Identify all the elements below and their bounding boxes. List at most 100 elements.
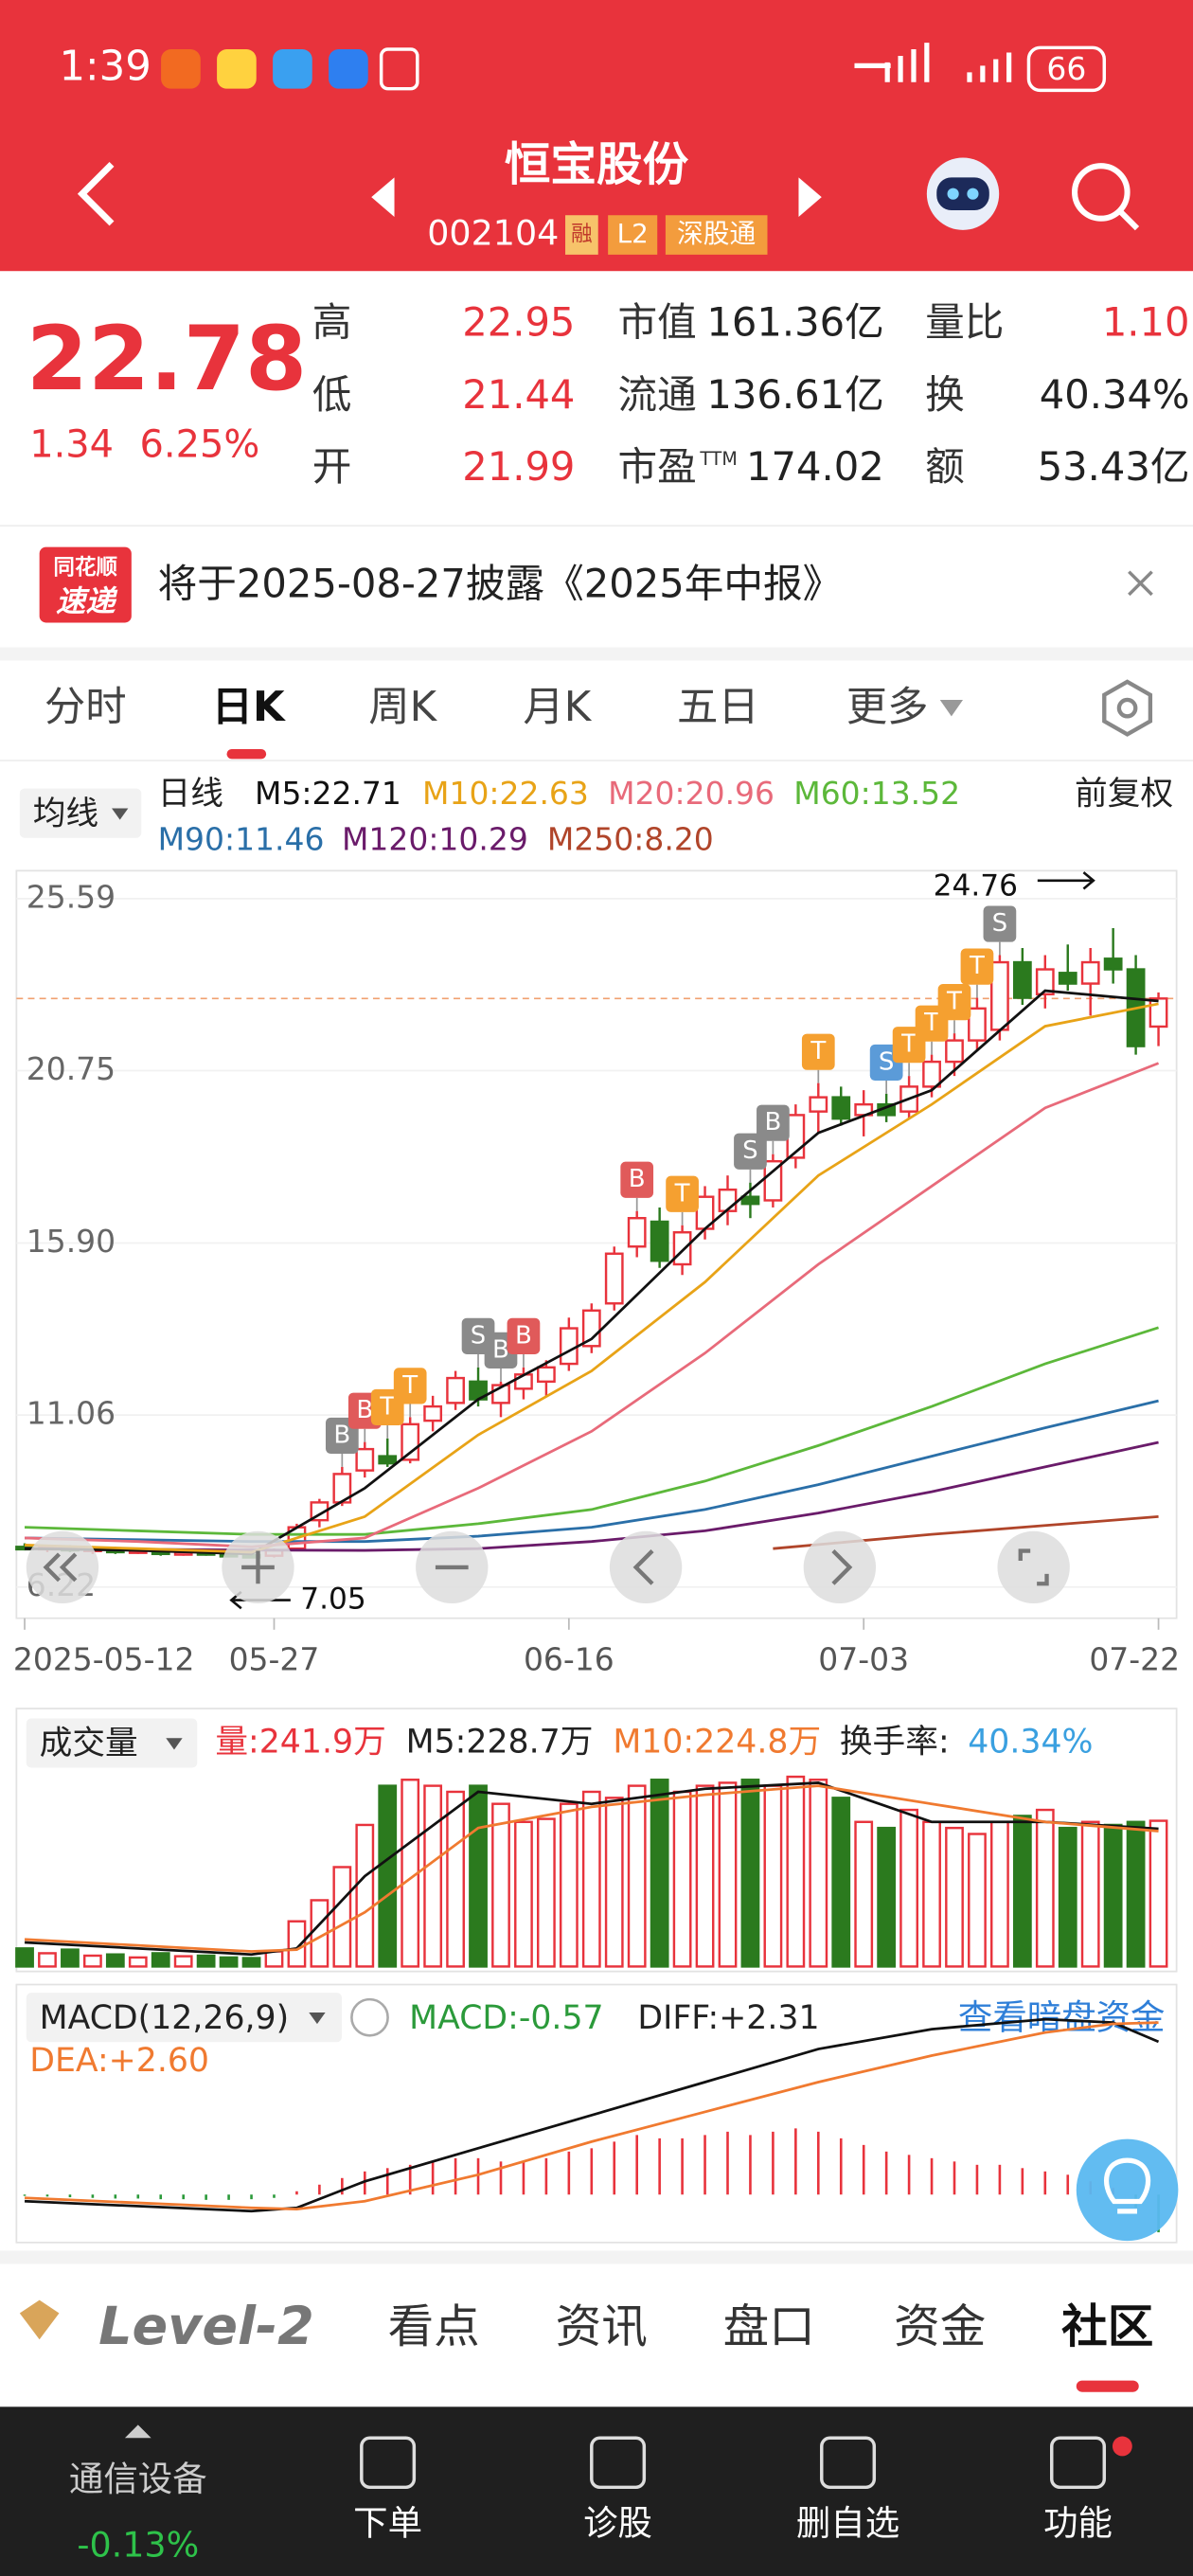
assistant-button[interactable] bbox=[926, 157, 1000, 230]
change-pct: 6.25% bbox=[140, 422, 260, 466]
volume-bar bbox=[128, 1956, 148, 1968]
notification-dot bbox=[1112, 2436, 1132, 2457]
turnover-label: 换手率: bbox=[840, 1724, 950, 1762]
volume-bar bbox=[899, 1808, 918, 1968]
badge-bg bbox=[565, 215, 598, 255]
turnover-value: 40.34% bbox=[968, 1724, 1093, 1762]
volume-bar bbox=[469, 1784, 488, 1968]
dropdown-arrow bbox=[309, 2012, 326, 2025]
chart-frame bbox=[15, 869, 1178, 1619]
fullscreen[interactable] bbox=[997, 1530, 1070, 1604]
ma-legend-item: M90:11.46 bbox=[158, 821, 325, 858]
nav-label[interactable]: 功能 bbox=[1043, 2503, 1113, 2544]
volume-bar bbox=[241, 1957, 261, 1968]
volume-button-text[interactable]: 成交量 bbox=[40, 1725, 138, 1762]
badge: 融 bbox=[571, 223, 593, 247]
ma-legend-item: M20:20.96 bbox=[608, 775, 775, 812]
ma-legend-item: M250:8.20 bbox=[547, 821, 714, 858]
prev-stock[interactable] bbox=[371, 177, 395, 217]
tips-button[interactable] bbox=[1076, 2138, 1179, 2242]
candle-body bbox=[990, 960, 1009, 1031]
nav-icon bbox=[590, 2436, 647, 2490]
signal-label: S bbox=[471, 1321, 487, 1350]
signal-label: B bbox=[629, 1165, 646, 1193]
signal-badge bbox=[937, 984, 971, 1021]
signal-badge bbox=[393, 1368, 427, 1404]
macd-line bbox=[24, 2021, 1159, 2211]
volume-bar bbox=[559, 1802, 579, 1968]
period-tab[interactable]: 月K bbox=[523, 684, 592, 731]
bottom-tab[interactable]: 资金 bbox=[894, 2300, 986, 2353]
macd-button[interactable] bbox=[26, 1993, 342, 2043]
notice-close[interactable] bbox=[1128, 570, 1153, 597]
ma-button[interactable] bbox=[19, 788, 142, 838]
volume-bar bbox=[82, 1954, 102, 1968]
volume-bar bbox=[1058, 1826, 1077, 1968]
help-icon[interactable] bbox=[350, 1997, 389, 2037]
adjust-mode[interactable]: 前复权 bbox=[1075, 776, 1173, 814]
signal-label: T bbox=[401, 1371, 418, 1400]
nav-label[interactable]: 删自选 bbox=[796, 2503, 899, 2544]
nav-label[interactable]: 诊股 bbox=[583, 2503, 652, 2544]
back-button[interactable] bbox=[77, 162, 115, 226]
volume-bar bbox=[1080, 1820, 1100, 1968]
period-tab[interactable]: 日K bbox=[212, 684, 286, 731]
y-tick-label: 25.59 bbox=[27, 878, 116, 915]
period-tab[interactable]: 周K bbox=[368, 684, 437, 731]
bottom-tab[interactable]: 社区 bbox=[1061, 2300, 1153, 2353]
volume-bar bbox=[514, 1820, 533, 1968]
volume-frame bbox=[15, 1708, 1178, 1973]
ma-legend-item: M60:13.52 bbox=[793, 775, 960, 812]
next-stock[interactable] bbox=[798, 177, 822, 217]
ma-line bbox=[25, 1399, 1159, 1544]
signal-badge bbox=[666, 1175, 699, 1212]
candle-body bbox=[968, 1007, 987, 1042]
candle-body bbox=[1058, 972, 1077, 985]
badge-bg bbox=[665, 215, 768, 255]
x-tick-label: 07-03 bbox=[818, 1640, 909, 1677]
settings-button[interactable] bbox=[1102, 679, 1153, 737]
battery-level: 66 bbox=[1046, 50, 1086, 87]
sector-change: -0.13% bbox=[77, 2524, 199, 2565]
signal-label: B bbox=[333, 1421, 350, 1449]
candle-body bbox=[401, 1422, 420, 1461]
period-tab[interactable]: 五日 bbox=[677, 684, 759, 731]
ma-button-text[interactable]: 均线 bbox=[33, 795, 98, 832]
nav-label[interactable]: 下单 bbox=[353, 2503, 422, 2544]
candle-body bbox=[355, 1447, 375, 1472]
bottom-tab[interactable]: Level-2 bbox=[98, 2296, 314, 2357]
ma-line bbox=[25, 1440, 1159, 1552]
macd-title[interactable]: MACD(12,26,9) bbox=[40, 1999, 290, 2037]
candle-body bbox=[945, 1039, 964, 1064]
volume-bar bbox=[1148, 1819, 1168, 1968]
volume-bar bbox=[332, 1866, 352, 1968]
bottom-tab[interactable]: 看点 bbox=[388, 2300, 480, 2353]
period-tab[interactable]: 分时 bbox=[45, 684, 127, 731]
sector-name[interactable]: 通信设备 bbox=[69, 2459, 207, 2499]
bottom-tab[interactable]: 资讯 bbox=[556, 2300, 648, 2353]
notice-text[interactable]: 将于2025-08-27披露《2025年中报》 bbox=[158, 560, 843, 606]
volume-bar bbox=[423, 1784, 443, 1968]
signal-label: B bbox=[492, 1335, 509, 1364]
scroll-left[interactable] bbox=[609, 1530, 683, 1604]
y-tick-label: 20.75 bbox=[27, 1050, 116, 1087]
signal-label: B bbox=[764, 1108, 781, 1136]
bottom-tab[interactable]: 盘口 bbox=[723, 2300, 815, 2353]
candle-body bbox=[423, 1404, 443, 1422]
badge: 深股通 bbox=[677, 218, 756, 249]
badge-bg bbox=[608, 215, 658, 255]
scroll-right[interactable] bbox=[803, 1530, 877, 1604]
volume-m5: M5:228.7万 bbox=[406, 1724, 594, 1762]
period-tab[interactable]: 更多 bbox=[846, 684, 929, 731]
field-value: 40.34% bbox=[1040, 371, 1190, 418]
dropdown-arrow bbox=[112, 808, 129, 820]
volume-button[interactable] bbox=[26, 1718, 198, 1768]
field-value: 53.43亿 bbox=[1038, 443, 1190, 490]
volume-bar bbox=[968, 1833, 987, 1968]
search-button[interactable] bbox=[1072, 163, 1140, 231]
volume-bar bbox=[718, 1781, 738, 1968]
volume-chart bbox=[15, 1775, 1168, 1968]
field-value: 1.10 bbox=[1102, 298, 1190, 345]
volume-bar bbox=[15, 1947, 34, 1968]
